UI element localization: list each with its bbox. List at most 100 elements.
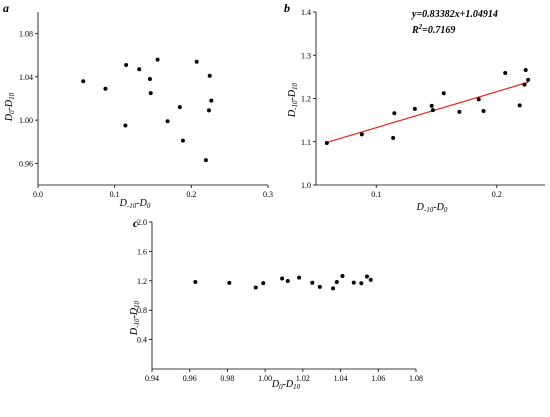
ylabel-label-part: D [4, 113, 15, 122]
ylabel-label-part: -10 [133, 318, 141, 328]
data-point [481, 109, 486, 114]
x-tick-label: 1.00 [258, 374, 272, 383]
xlabel-label: D-10-D0 [416, 202, 448, 214]
data-point [148, 91, 153, 96]
data-point [517, 103, 522, 108]
data-point [137, 67, 142, 72]
xlabel-label-part: -D [136, 198, 147, 209]
data-point [441, 91, 446, 96]
ylabel-label-part: -D [4, 99, 15, 110]
data-point [324, 141, 329, 146]
xlabel-label-part: 0 [444, 206, 448, 214]
ylabel-label-part: 10 [8, 92, 16, 100]
y-tick-label: 1.2 [301, 95, 311, 104]
xlabel-label-part: -D [433, 202, 444, 213]
data-point [331, 286, 336, 291]
x-tick-label: 0.0 [33, 190, 43, 199]
data-point [359, 281, 364, 286]
xlabel-label-part: 10 [293, 383, 301, 391]
r-squared-value: =0.7169 [422, 25, 455, 36]
ylabel-label-part: -10 [291, 100, 299, 110]
y-tick-label: 1.04 [19, 73, 33, 82]
xlabel-label-part: D [416, 202, 425, 213]
data-point [206, 108, 211, 113]
data-point [123, 123, 128, 128]
y-tick-label: 0.96 [19, 159, 33, 168]
y-tick-label: 1.08 [19, 30, 33, 39]
y-tick-label: 1.1 [301, 138, 311, 147]
y-tick-label: 1.2 [137, 277, 147, 286]
data-point [194, 59, 199, 64]
xlabel-label-part: D [271, 379, 280, 390]
x-tick-label: 1.06 [371, 374, 385, 383]
data-point [317, 284, 322, 289]
xlabel-label-part: D [119, 198, 128, 209]
ylabel-label: D0-D10 [4, 92, 16, 122]
xlabel-label-part: -10 [127, 202, 137, 210]
data-point [526, 77, 531, 82]
data-point [522, 82, 527, 87]
panel-a: 0.0 0.1 0.2 0.30.961.001.041.08aD-10-D0D0-D… [3, 1, 273, 210]
y-tick-label: 0.4 [137, 336, 147, 345]
xlabel-label-part: -10 [424, 206, 434, 214]
x-tick-label: 0.98 [220, 374, 234, 383]
regression-equation: y=0.83382x+1.04914 [411, 9, 498, 20]
data-point [177, 105, 182, 110]
ylabel-label-part: D [129, 327, 140, 336]
data-point [429, 103, 434, 108]
ylabel-label: D-10-D10 [287, 82, 299, 118]
y-tick-label: 0.8 [137, 306, 147, 315]
data-point [392, 111, 397, 116]
xlabel-label-part: -D [283, 379, 294, 390]
data-point [334, 280, 339, 285]
y-tick-label: 1.00 [19, 116, 33, 125]
x-tick-label: 0.3 [263, 190, 273, 199]
data-point [103, 86, 108, 91]
x-tick-label: 1.04 [334, 374, 348, 383]
x-tick-label: 0.1 [371, 190, 381, 199]
data-point [209, 98, 214, 103]
data-point [310, 280, 315, 285]
ylabel-label-part: 10 [133, 300, 141, 308]
xlabel-label: D0-D10 [271, 379, 301, 391]
panel-label: a [3, 1, 9, 15]
data-point [81, 79, 86, 84]
data-point [285, 278, 290, 283]
data-point [351, 280, 356, 285]
data-point [253, 285, 258, 290]
panel-b: 0.1 0.21.01.11.21.31.4bD-10-D0D-10-D10y=0… [284, 1, 545, 214]
ylabel-label-part: 0 [8, 110, 16, 114]
ylabel-label-part: 10 [291, 82, 299, 90]
data-point [457, 109, 462, 114]
data-point [193, 279, 198, 284]
data-point [207, 73, 212, 78]
data-point [340, 273, 345, 278]
data-point [412, 106, 417, 111]
x-tick-label: 0.1 [110, 190, 120, 199]
data-point [503, 70, 508, 75]
data-point [124, 62, 129, 67]
y-tick-label: 1.6 [137, 247, 147, 256]
data-point [203, 158, 208, 163]
data-point [155, 57, 160, 62]
data-point [165, 119, 170, 124]
panel-c: 0.94 0.96 0.98 1.00 1.02 1.04 1.06 1.08 0.4 0.8 1.… [129, 216, 423, 391]
x-tick-label: 1.02 [296, 374, 310, 383]
data-point [430, 108, 435, 113]
r-squared-prefix: R [411, 25, 419, 36]
r-squared-sup: 2 [418, 23, 423, 31]
x-tick-label: 1.08 [409, 374, 423, 383]
ylabel-label-part: -D [287, 89, 298, 100]
xlabel-label-part: 0 [147, 202, 151, 210]
x-tick-label: 0.2 [186, 190, 196, 199]
x-tick-label: 0.94 [145, 374, 159, 383]
xlabel-label: D-10-D0 [119, 198, 151, 210]
x-tick-label: 0.2 [492, 190, 502, 199]
ylabel-label-part: D [287, 109, 298, 118]
data-point [476, 97, 481, 102]
data-point [368, 277, 373, 282]
ylabel-label: D-10-D10 [129, 300, 141, 336]
data-point [297, 275, 302, 280]
y-tick-label: 1.0 [301, 181, 311, 190]
